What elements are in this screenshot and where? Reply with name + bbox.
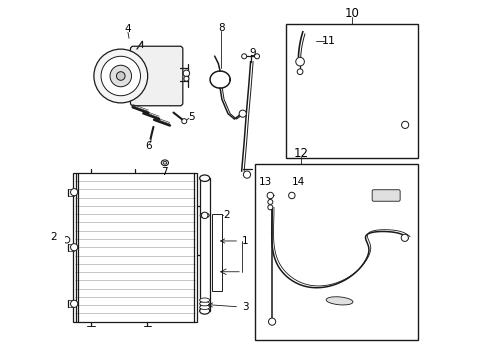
- Circle shape: [201, 212, 207, 219]
- Ellipse shape: [199, 305, 209, 310]
- Circle shape: [297, 69, 303, 75]
- Text: 9: 9: [248, 48, 255, 58]
- Circle shape: [254, 54, 259, 59]
- Ellipse shape: [199, 308, 209, 314]
- Ellipse shape: [199, 298, 209, 302]
- Bar: [211, 214, 222, 291]
- Text: 14: 14: [291, 177, 305, 187]
- Text: 4: 4: [124, 24, 131, 35]
- Ellipse shape: [325, 297, 352, 305]
- Circle shape: [267, 205, 272, 210]
- FancyBboxPatch shape: [371, 190, 399, 201]
- Circle shape: [182, 119, 186, 124]
- Bar: [285, 24, 417, 158]
- Ellipse shape: [161, 160, 168, 166]
- Circle shape: [116, 72, 125, 80]
- Ellipse shape: [199, 302, 209, 306]
- Bar: [255, 164, 418, 339]
- Ellipse shape: [163, 161, 166, 164]
- Circle shape: [266, 192, 273, 199]
- Text: 3: 3: [208, 302, 248, 312]
- Circle shape: [183, 70, 189, 77]
- Text: 2: 2: [50, 232, 57, 242]
- Circle shape: [70, 300, 78, 307]
- Text: 7: 7: [161, 167, 168, 177]
- Ellipse shape: [199, 175, 209, 181]
- Text: 1: 1: [220, 236, 248, 246]
- Circle shape: [267, 199, 272, 204]
- Circle shape: [101, 56, 140, 96]
- Circle shape: [268, 318, 275, 325]
- Circle shape: [295, 57, 304, 66]
- Text: 10: 10: [344, 7, 358, 20]
- FancyBboxPatch shape: [130, 46, 183, 106]
- Circle shape: [243, 171, 250, 178]
- Circle shape: [239, 110, 246, 117]
- Text: 6: 6: [145, 141, 152, 151]
- Bar: [199, 178, 209, 311]
- Circle shape: [241, 54, 246, 59]
- Circle shape: [70, 244, 78, 251]
- Circle shape: [401, 121, 408, 129]
- Circle shape: [288, 192, 294, 199]
- Circle shape: [110, 65, 131, 87]
- Circle shape: [70, 189, 78, 196]
- Text: 12: 12: [293, 147, 308, 159]
- Bar: [73, 173, 196, 321]
- Ellipse shape: [200, 213, 209, 218]
- Text: 13: 13: [258, 177, 271, 187]
- Text: 11: 11: [321, 36, 335, 46]
- Text: 2: 2: [223, 210, 230, 220]
- Circle shape: [63, 237, 70, 243]
- Circle shape: [183, 76, 188, 81]
- Text: 8: 8: [218, 23, 224, 33]
- Text: 5: 5: [188, 112, 195, 122]
- Circle shape: [400, 234, 407, 242]
- Circle shape: [94, 49, 147, 103]
